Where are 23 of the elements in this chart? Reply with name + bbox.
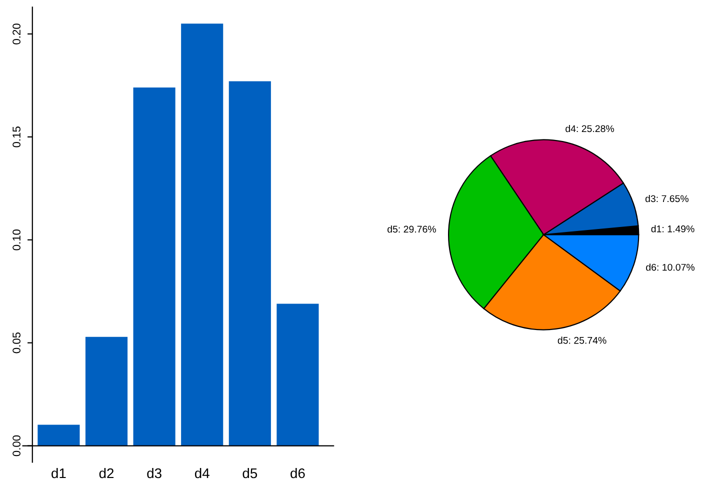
slice-label: d5: 25.74% xyxy=(558,336,606,344)
slice-label: d5: 29.76% xyxy=(388,225,436,233)
bar xyxy=(85,336,128,446)
slice-label: d1: 1.49% xyxy=(651,225,694,232)
x-tick-label: d3 xyxy=(147,468,162,478)
x-tick-label: d4 xyxy=(194,468,210,478)
bar xyxy=(228,81,271,446)
slice-label: d3: 7.65% xyxy=(645,194,688,202)
y-tick-label: 0.15 xyxy=(12,126,20,148)
slice-label: d6: 10.07% xyxy=(646,264,695,271)
x-tick-label: d6 xyxy=(290,468,305,478)
slice-label: d4: 25.28% xyxy=(566,124,614,132)
y-tick-label: 0.05 xyxy=(12,332,20,354)
y-tick-label: 0.10 xyxy=(12,229,20,250)
x-tick-label: d5 xyxy=(242,468,258,478)
y-tick-label: 0.20 xyxy=(12,24,20,44)
bar xyxy=(181,24,224,446)
x-tick-label: d2 xyxy=(99,468,114,478)
bar xyxy=(38,424,80,446)
x-tick-label: d1 xyxy=(52,468,66,478)
bar xyxy=(133,87,176,446)
bar xyxy=(276,304,319,446)
y-tick-label: 0.00 xyxy=(12,435,20,456)
